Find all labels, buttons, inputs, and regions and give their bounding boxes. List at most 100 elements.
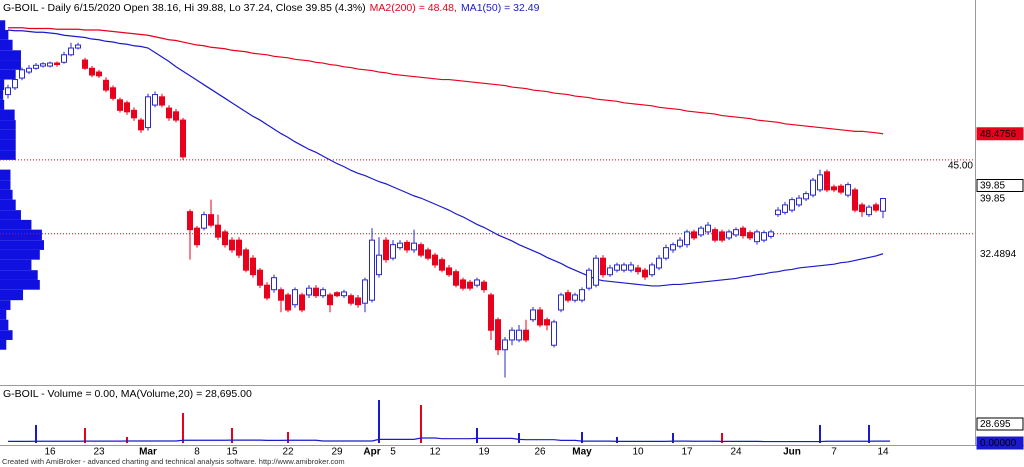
candle-body [838,185,844,193]
candle-body [558,294,564,311]
candle-body [572,294,578,301]
volume-at-price-bar [0,109,15,121]
candle-body [467,281,473,289]
candle-body [390,244,396,259]
level-label: 45.00 [948,160,973,171]
title-part: MA2(200) = 48.48, [370,2,457,14]
volume-at-price-bar [0,189,13,200]
volume-at-price-bar [0,240,44,250]
candle-body [82,59,88,69]
x-tick-label: 29 [331,447,343,458]
volume-at-price-bar [0,229,42,241]
x-tick-label: Mar [139,447,157,458]
candle-body [166,107,172,119]
x-tick-label: 15 [226,447,238,458]
title-part: MA1(50) = 32.49 [461,2,540,14]
candle-body [306,287,312,296]
candle-body [712,229,718,241]
candle-body [194,227,200,246]
candle-body [740,227,746,237]
candle-body [705,224,711,233]
candle-body [495,319,501,351]
candle-body [131,109,137,119]
volume-at-price-bar [0,309,7,320]
candle-body [684,231,690,246]
candle-body [474,279,480,286]
candle-body [215,224,221,238]
volume-at-price-bar [0,259,32,271]
footer: Created with AmiBroker - advanced charti… [2,457,345,466]
candle-body [236,239,242,256]
volume-at-price-bar [0,20,6,31]
chart-title: G-BOIL - Daily 6/15/2020 Open 38.16, Hi … [3,2,540,14]
candle-body [551,321,557,346]
candle-body [341,291,347,297]
candle-body [103,79,109,91]
candle-body [19,69,25,79]
volume-at-price-bar [0,99,5,110]
candle-body [33,64,39,69]
x-tick-label: 14 [877,447,889,458]
candle-body [509,329,515,341]
volume-bar [672,433,674,443]
candle-body [831,186,837,191]
volume-at-price-bar [0,79,5,91]
volume-bar [287,432,289,443]
candle-body [425,249,431,259]
candle-body [362,279,368,304]
price-label-box [976,179,1024,193]
candle-body [845,184,851,196]
x-tick-label: Jun [783,447,801,458]
volume-at-price-bar [0,30,9,40]
moving-average-line [8,27,884,135]
candle-body [222,231,228,246]
candle-body [271,277,277,291]
candle-body [460,279,466,289]
candle-body [789,199,795,211]
candle-body [523,329,529,341]
candle-body [565,292,571,301]
x-tick-label: 5 [390,447,396,458]
volume-at-price-bar [0,279,40,290]
volume-at-price-bar [0,120,16,130]
candle-body [859,204,865,213]
candle-body [614,264,620,271]
volume-bar [616,436,618,443]
price-label-box [976,192,1024,206]
volume-bar [420,404,422,443]
candle-body [327,294,333,306]
x-tick-label: 24 [730,447,742,458]
candle-body [873,204,879,211]
candle-body [642,269,648,278]
volume-at-price-bar [0,129,16,140]
candle-body [607,267,613,276]
candle-body [12,79,18,89]
candle-body [600,257,606,276]
candle-body [61,54,67,63]
candle-body [5,87,11,96]
x-tick-label: 26 [534,447,546,458]
candle-body [208,214,214,226]
price-label-box [976,127,1024,141]
candle-body [26,67,32,73]
candle-body [824,171,830,191]
volume-at-price-bar [0,90,4,100]
volume-bar [126,436,128,443]
candle-body [313,287,319,297]
volume-bar [182,413,184,443]
x-tick-label: 19 [478,447,490,458]
candle-body [68,47,74,56]
candle-body [145,96,151,129]
candle-body [432,254,438,266]
candle-body [369,239,375,301]
candle-body [89,67,95,76]
volume-bar [35,424,37,443]
candle-body [138,119,144,131]
volume-at-price-bar [0,39,13,51]
candle-body [803,193,809,200]
candle-body [502,339,508,351]
volume-at-price-bar [0,270,38,280]
candle-body [782,204,788,213]
price-label-box [976,417,1024,431]
candle-body [397,242,403,249]
